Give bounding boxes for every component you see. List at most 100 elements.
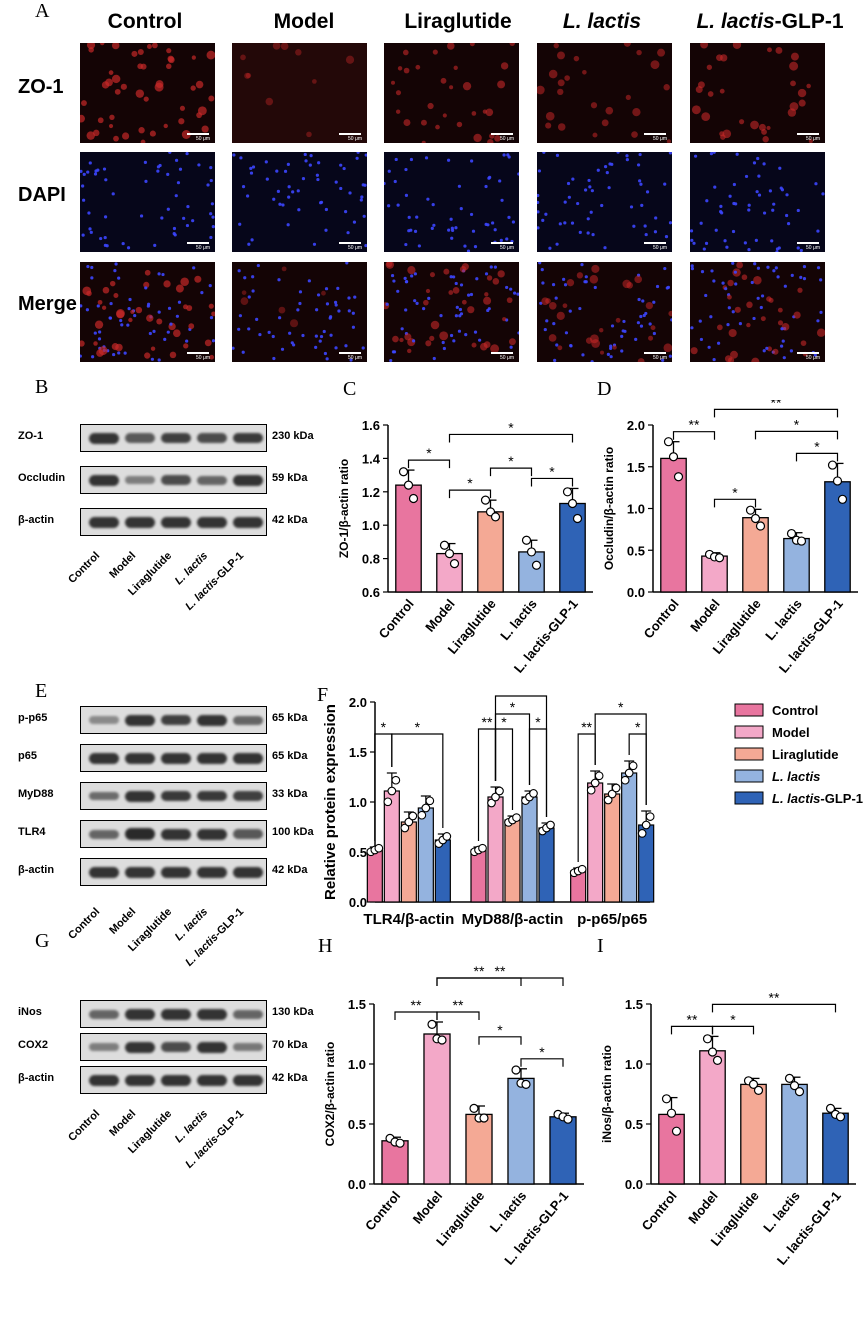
data-point: [663, 437, 674, 447]
data-point: [479, 1113, 489, 1123]
blot-kda: 42 kDa: [272, 864, 308, 876]
x-tick-label: L. lactis: [487, 1188, 530, 1235]
bar-Control: [470, 849, 487, 903]
data-point: [469, 1103, 479, 1113]
blot-label: β-actin: [18, 514, 55, 526]
data-point: [449, 559, 460, 569]
blot-band: [233, 866, 263, 878]
blot-kda: 130 kDa: [272, 1006, 314, 1018]
x-tick-label: L. lactis: [760, 1188, 803, 1235]
blot-band: [197, 714, 227, 726]
significance-bracket: [711, 1003, 837, 1013]
blot-band: [161, 475, 191, 485]
data-point: [666, 1108, 677, 1118]
data-point: [628, 761, 638, 771]
data-point: [594, 771, 604, 781]
bar-L. lactis-GLP-1: [549, 1116, 577, 1185]
significance-label: **: [769, 989, 780, 1005]
blot-band: [125, 714, 155, 726]
x-tick-label: L. lactis: [762, 596, 805, 643]
y-tick-label: 1.5: [627, 460, 645, 475]
data-point: [526, 547, 537, 557]
panel-label-e: E: [35, 680, 48, 702]
blot-band: [89, 1043, 119, 1051]
blot-band: [125, 866, 155, 878]
blot-band: [233, 1042, 263, 1052]
x-tick-label: Model: [687, 596, 723, 634]
data-point: [603, 795, 613, 805]
panel-label-h: H: [318, 935, 333, 957]
blot-kda: 100 kDa: [272, 826, 314, 838]
blot-E-MyD88: [80, 782, 267, 810]
y-axis-label: Relative protein expression: [322, 704, 339, 900]
blot-band: [233, 1074, 263, 1086]
blot-label: iNos: [18, 1006, 42, 1018]
blot-kda: 42 kDa: [272, 1072, 308, 1084]
bar-Model: [699, 1050, 726, 1185]
significance-bracket: [494, 695, 548, 817]
panel-label-g: G: [35, 930, 50, 952]
y-tick-label: 0.5: [349, 845, 367, 860]
significance-bracket: [394, 1011, 438, 1020]
significance-bracket: [436, 1011, 480, 1020]
bar-L. lactis: [781, 1083, 808, 1185]
significance-label: *: [508, 453, 514, 469]
blot-band: [197, 1041, 227, 1053]
significance-bracket: [448, 433, 574, 443]
significance-label: *: [794, 416, 800, 432]
x-tick-label: Model: [422, 596, 458, 634]
blot-kda: 59 kDa: [272, 472, 308, 484]
significance-label: **: [482, 714, 493, 730]
blot-band: [125, 790, 155, 802]
legend-label: L. lactis-GLP-1: [772, 791, 863, 806]
data-point: [444, 548, 455, 559]
significance-bracket: [670, 1025, 714, 1035]
data-point: [590, 778, 600, 788]
bar-Liraglutide: [465, 1113, 493, 1185]
micrograph-dapi-0: 50 μm: [80, 152, 215, 252]
data-point: [437, 1035, 447, 1045]
significance-label: **: [474, 963, 485, 979]
bar-Model: [383, 790, 400, 903]
data-point: [490, 512, 501, 522]
data-point: [563, 1114, 573, 1124]
micrograph-merge-3: 50 μm: [537, 262, 672, 362]
blot-band: [197, 866, 227, 878]
blot-band: [197, 752, 227, 764]
bar-Liraglutide: [400, 821, 417, 903]
blot-band: [233, 790, 263, 802]
data-point: [607, 789, 617, 799]
panel-label-b: B: [35, 376, 49, 398]
significance-label: *: [635, 719, 641, 735]
y-tick-label: 0.5: [625, 1117, 643, 1132]
legend-swatch: [734, 725, 764, 739]
significance-label: *: [618, 699, 624, 715]
significance-label: *: [510, 699, 516, 715]
x-tick-label: Control: [376, 596, 417, 641]
blot-band: [197, 1008, 227, 1020]
x-tick-label: Control: [641, 596, 682, 641]
significance-label: **: [411, 997, 422, 1013]
y-tick-label: 0.0: [625, 1177, 643, 1192]
y-tick-label: 2.0: [627, 418, 645, 433]
y-tick-label: 1.5: [625, 997, 643, 1012]
significance-label: **: [687, 1011, 698, 1027]
data-point: [624, 768, 634, 778]
significance-label: *: [426, 445, 432, 461]
data-point: [714, 553, 725, 563]
chart-occludin: 0.0 0.5 1.0 1.5 2.0 Occludin/β-actin ratio Con…: [602, 400, 858, 676]
y-tick-label: 0.0: [627, 585, 645, 600]
blot-band: [161, 752, 191, 764]
blot-label: p-p65: [18, 712, 48, 724]
significance-bracket: [478, 1036, 522, 1045]
significance-bracket: [672, 431, 716, 440]
blot-band: [89, 474, 119, 486]
data-point: [404, 817, 414, 827]
blot-band: [197, 516, 227, 528]
blot-band: [89, 432, 119, 444]
blot-band: [89, 829, 119, 839]
bar-Model: [701, 555, 728, 593]
blot-band: [125, 828, 155, 840]
bar-Liraglutide: [742, 517, 769, 593]
bar-Liraglutide: [604, 793, 621, 903]
